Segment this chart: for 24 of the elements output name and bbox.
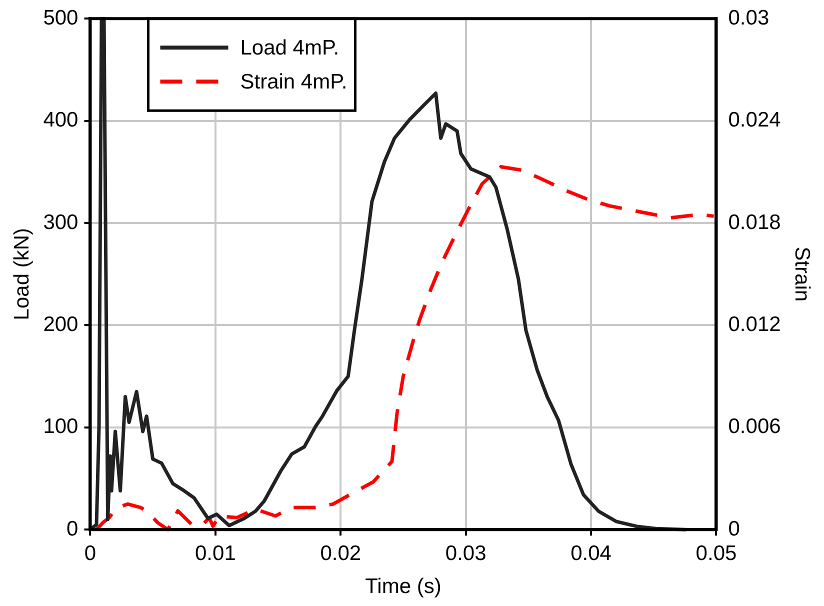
y2-tick-label: 0 — [728, 517, 740, 540]
legend-label: Strain 4mP. — [240, 70, 348, 94]
x-tick-label: 0.04 — [570, 542, 612, 565]
y-tick-label: 200 — [43, 312, 78, 336]
y-tick-label: 100 — [43, 415, 78, 438]
x-tick-label: 0.02 — [320, 542, 362, 565]
x-tick-label: 0.05 — [696, 542, 737, 565]
x-tick-label: 0.01 — [195, 542, 236, 565]
x-tick-label: 0.03 — [445, 542, 486, 565]
y2-axis-title: Strain — [790, 246, 814, 302]
x-axis-title: Time (s) — [365, 575, 442, 598]
y2-tick-label: 0.024 — [728, 108, 782, 132]
y2-tick-label: 0.03 — [728, 6, 770, 30]
y2-tick-label: 0.012 — [728, 312, 781, 336]
y-tick-label: 300 — [43, 210, 78, 234]
x-tick-label: 0 — [84, 542, 96, 565]
y-tick-label: 0 — [66, 517, 78, 540]
y-tick-label: 500 — [43, 6, 78, 30]
y2-tick-label: 0.006 — [728, 415, 781, 438]
legend-label: Load 4mP. — [240, 36, 340, 60]
y2-tick-label: 0.018 — [728, 210, 781, 234]
line-series — [94, 165, 716, 532]
y-tick-label: 400 — [43, 108, 78, 132]
y-axis-title: Load (kN) — [10, 228, 34, 320]
